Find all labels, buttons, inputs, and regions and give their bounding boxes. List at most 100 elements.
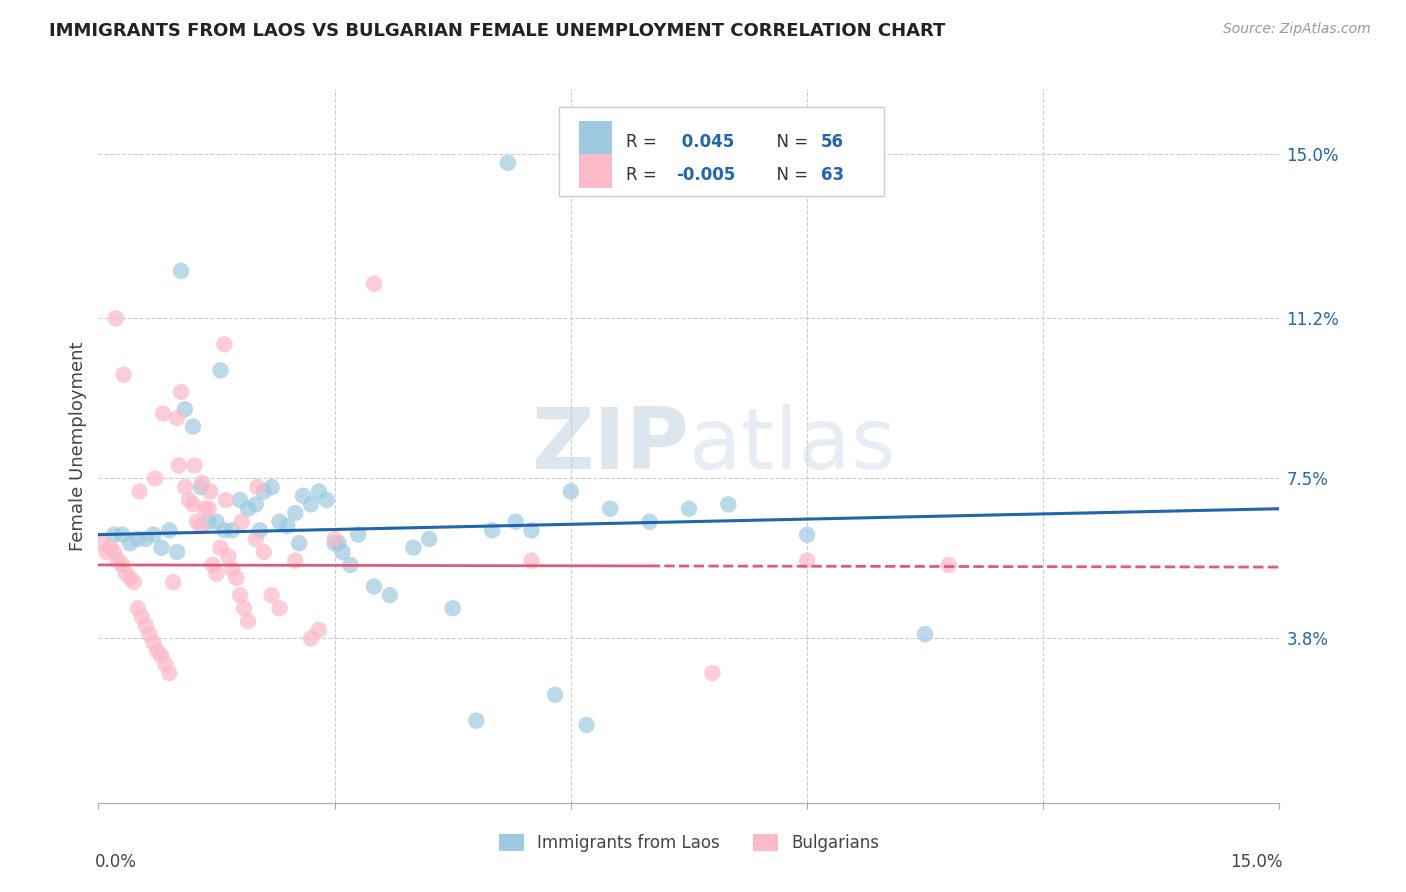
- Point: [378, 588, 401, 602]
- Point: [174, 402, 197, 417]
- Y-axis label: Female Unemployment: Female Unemployment: [69, 342, 87, 550]
- Point: [246, 480, 269, 494]
- Text: N =: N =: [766, 133, 813, 151]
- Point: [332, 545, 354, 559]
- Point: [328, 536, 350, 550]
- Text: ZIP: ZIP: [531, 404, 689, 488]
- Point: [702, 666, 724, 681]
- Point: [118, 536, 141, 550]
- Point: [209, 363, 232, 377]
- Point: [249, 524, 271, 538]
- Point: [157, 666, 180, 681]
- Point: [115, 566, 138, 581]
- Point: [190, 480, 212, 494]
- Point: [174, 480, 197, 494]
- Point: [308, 484, 330, 499]
- Point: [560, 484, 582, 499]
- Point: [253, 545, 276, 559]
- Text: 0.0%: 0.0%: [94, 853, 136, 871]
- Point: [914, 627, 936, 641]
- Text: 15.0%: 15.0%: [1230, 853, 1284, 871]
- Text: 63: 63: [821, 166, 845, 184]
- Point: [496, 155, 519, 169]
- Point: [505, 515, 527, 529]
- Point: [181, 419, 204, 434]
- Point: [717, 497, 740, 511]
- Point: [118, 571, 141, 585]
- Point: [167, 458, 190, 473]
- Point: [146, 644, 169, 658]
- Point: [441, 601, 464, 615]
- Point: [229, 493, 252, 508]
- Point: [104, 311, 127, 326]
- Point: [191, 475, 214, 490]
- Point: [363, 277, 385, 291]
- Point: [111, 558, 134, 572]
- Point: [205, 566, 228, 581]
- Text: Source: ZipAtlas.com: Source: ZipAtlas.com: [1223, 22, 1371, 37]
- Point: [269, 601, 291, 615]
- Point: [236, 614, 259, 628]
- Point: [91, 536, 114, 550]
- Point: [103, 527, 125, 541]
- Point: [143, 471, 166, 485]
- Point: [150, 648, 173, 663]
- Point: [215, 493, 238, 508]
- Point: [245, 532, 267, 546]
- Point: [323, 536, 346, 550]
- Point: [221, 524, 243, 538]
- Point: [122, 575, 145, 590]
- Point: [796, 527, 818, 541]
- Point: [231, 515, 253, 529]
- Point: [142, 636, 165, 650]
- Point: [363, 580, 385, 594]
- Point: [796, 553, 818, 567]
- Point: [128, 484, 150, 499]
- Point: [112, 368, 135, 382]
- Point: [127, 601, 149, 615]
- Point: [150, 541, 173, 555]
- Point: [481, 524, 503, 538]
- Point: [177, 493, 200, 508]
- Point: [225, 571, 247, 585]
- Point: [284, 553, 307, 567]
- Legend: Immigrants from Laos, Bulgarians: Immigrants from Laos, Bulgarians: [492, 827, 886, 859]
- Text: 56: 56: [821, 133, 844, 151]
- Point: [107, 553, 129, 567]
- Point: [938, 558, 960, 572]
- Text: N =: N =: [766, 166, 813, 184]
- Point: [170, 384, 193, 399]
- Point: [253, 484, 276, 499]
- Point: [103, 545, 125, 559]
- Point: [214, 337, 236, 351]
- Point: [201, 558, 224, 572]
- Point: [599, 501, 621, 516]
- Point: [170, 264, 193, 278]
- Text: atlas: atlas: [689, 404, 897, 488]
- Point: [638, 515, 661, 529]
- Point: [138, 627, 160, 641]
- Point: [166, 410, 188, 425]
- Point: [127, 532, 149, 546]
- Point: [236, 501, 259, 516]
- Point: [194, 501, 217, 516]
- Text: -0.005: -0.005: [676, 166, 735, 184]
- Point: [142, 527, 165, 541]
- Point: [269, 515, 291, 529]
- Point: [200, 484, 222, 499]
- Point: [98, 541, 121, 555]
- Point: [465, 714, 488, 728]
- Point: [520, 524, 543, 538]
- Point: [152, 407, 174, 421]
- Point: [299, 632, 322, 646]
- Point: [111, 527, 134, 541]
- Text: R =: R =: [626, 166, 662, 184]
- Point: [162, 575, 184, 590]
- Point: [678, 501, 700, 516]
- Point: [181, 497, 204, 511]
- Point: [292, 489, 315, 503]
- FancyBboxPatch shape: [560, 107, 884, 196]
- Point: [520, 553, 543, 567]
- Text: 0.045: 0.045: [676, 133, 734, 151]
- Point: [183, 458, 205, 473]
